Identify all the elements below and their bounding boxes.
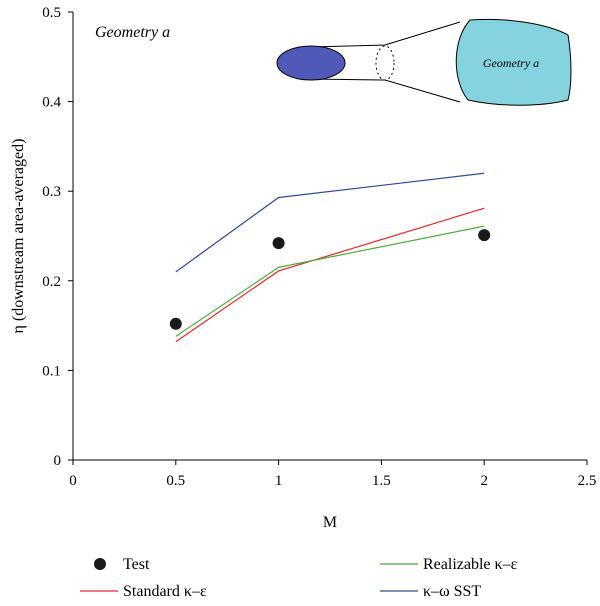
x-tick-label: 1.5 <box>372 473 391 489</box>
series-line <box>175 225 485 337</box>
legend-label: Realizable κ–ε <box>423 556 518 573</box>
x-axis-label: M <box>323 514 337 531</box>
duct-throat-dashed <box>375 45 395 81</box>
x-ticks: 0 0.5 1 1.5 2 2.5 <box>69 460 596 489</box>
legend: Test Realizable κ–ε Standard κ–ε κ–ω SST <box>80 556 518 600</box>
x-tick-label: 2.5 <box>578 473 597 489</box>
legend-label: Test <box>123 556 150 573</box>
x-tick-label: 0 <box>69 473 77 489</box>
y-ticks: 0 0.1 0.2 0.3 0.4 0.5 <box>42 5 73 469</box>
geometry-inset: Geometry a <box>276 18 572 106</box>
series-line <box>175 207 485 343</box>
series-line <box>175 172 485 273</box>
y-tick-label: 0.5 <box>42 5 61 21</box>
y-axis-label: η (downstream area-averaged) <box>10 139 27 334</box>
y-tick-label: 0.2 <box>42 274 61 290</box>
x-tick-label: 0.5 <box>166 473 185 489</box>
series-layer <box>169 172 491 343</box>
data-point <box>478 229 491 242</box>
y-tick-label: 0.1 <box>42 363 61 379</box>
legend-marker <box>94 558 106 570</box>
legend-label: Standard κ–ε <box>123 583 207 600</box>
plot-area <box>72 12 587 461</box>
y-tick-label: 0.3 <box>42 184 61 200</box>
inlet-ellipse <box>276 45 346 81</box>
data-point <box>272 237 285 250</box>
x-tick-label: 2 <box>480 473 488 489</box>
geometry-annotation: Geometry a <box>95 24 170 41</box>
x-tick-label: 1 <box>275 473 283 489</box>
y-tick-label: 0 <box>54 453 62 469</box>
data-point <box>169 317 182 330</box>
outlet-shape <box>455 18 572 106</box>
legend-label: κ–ω SST <box>423 583 481 600</box>
y-tick-label: 0.4 <box>42 95 61 111</box>
inset-label: Geometry a <box>483 56 539 70</box>
